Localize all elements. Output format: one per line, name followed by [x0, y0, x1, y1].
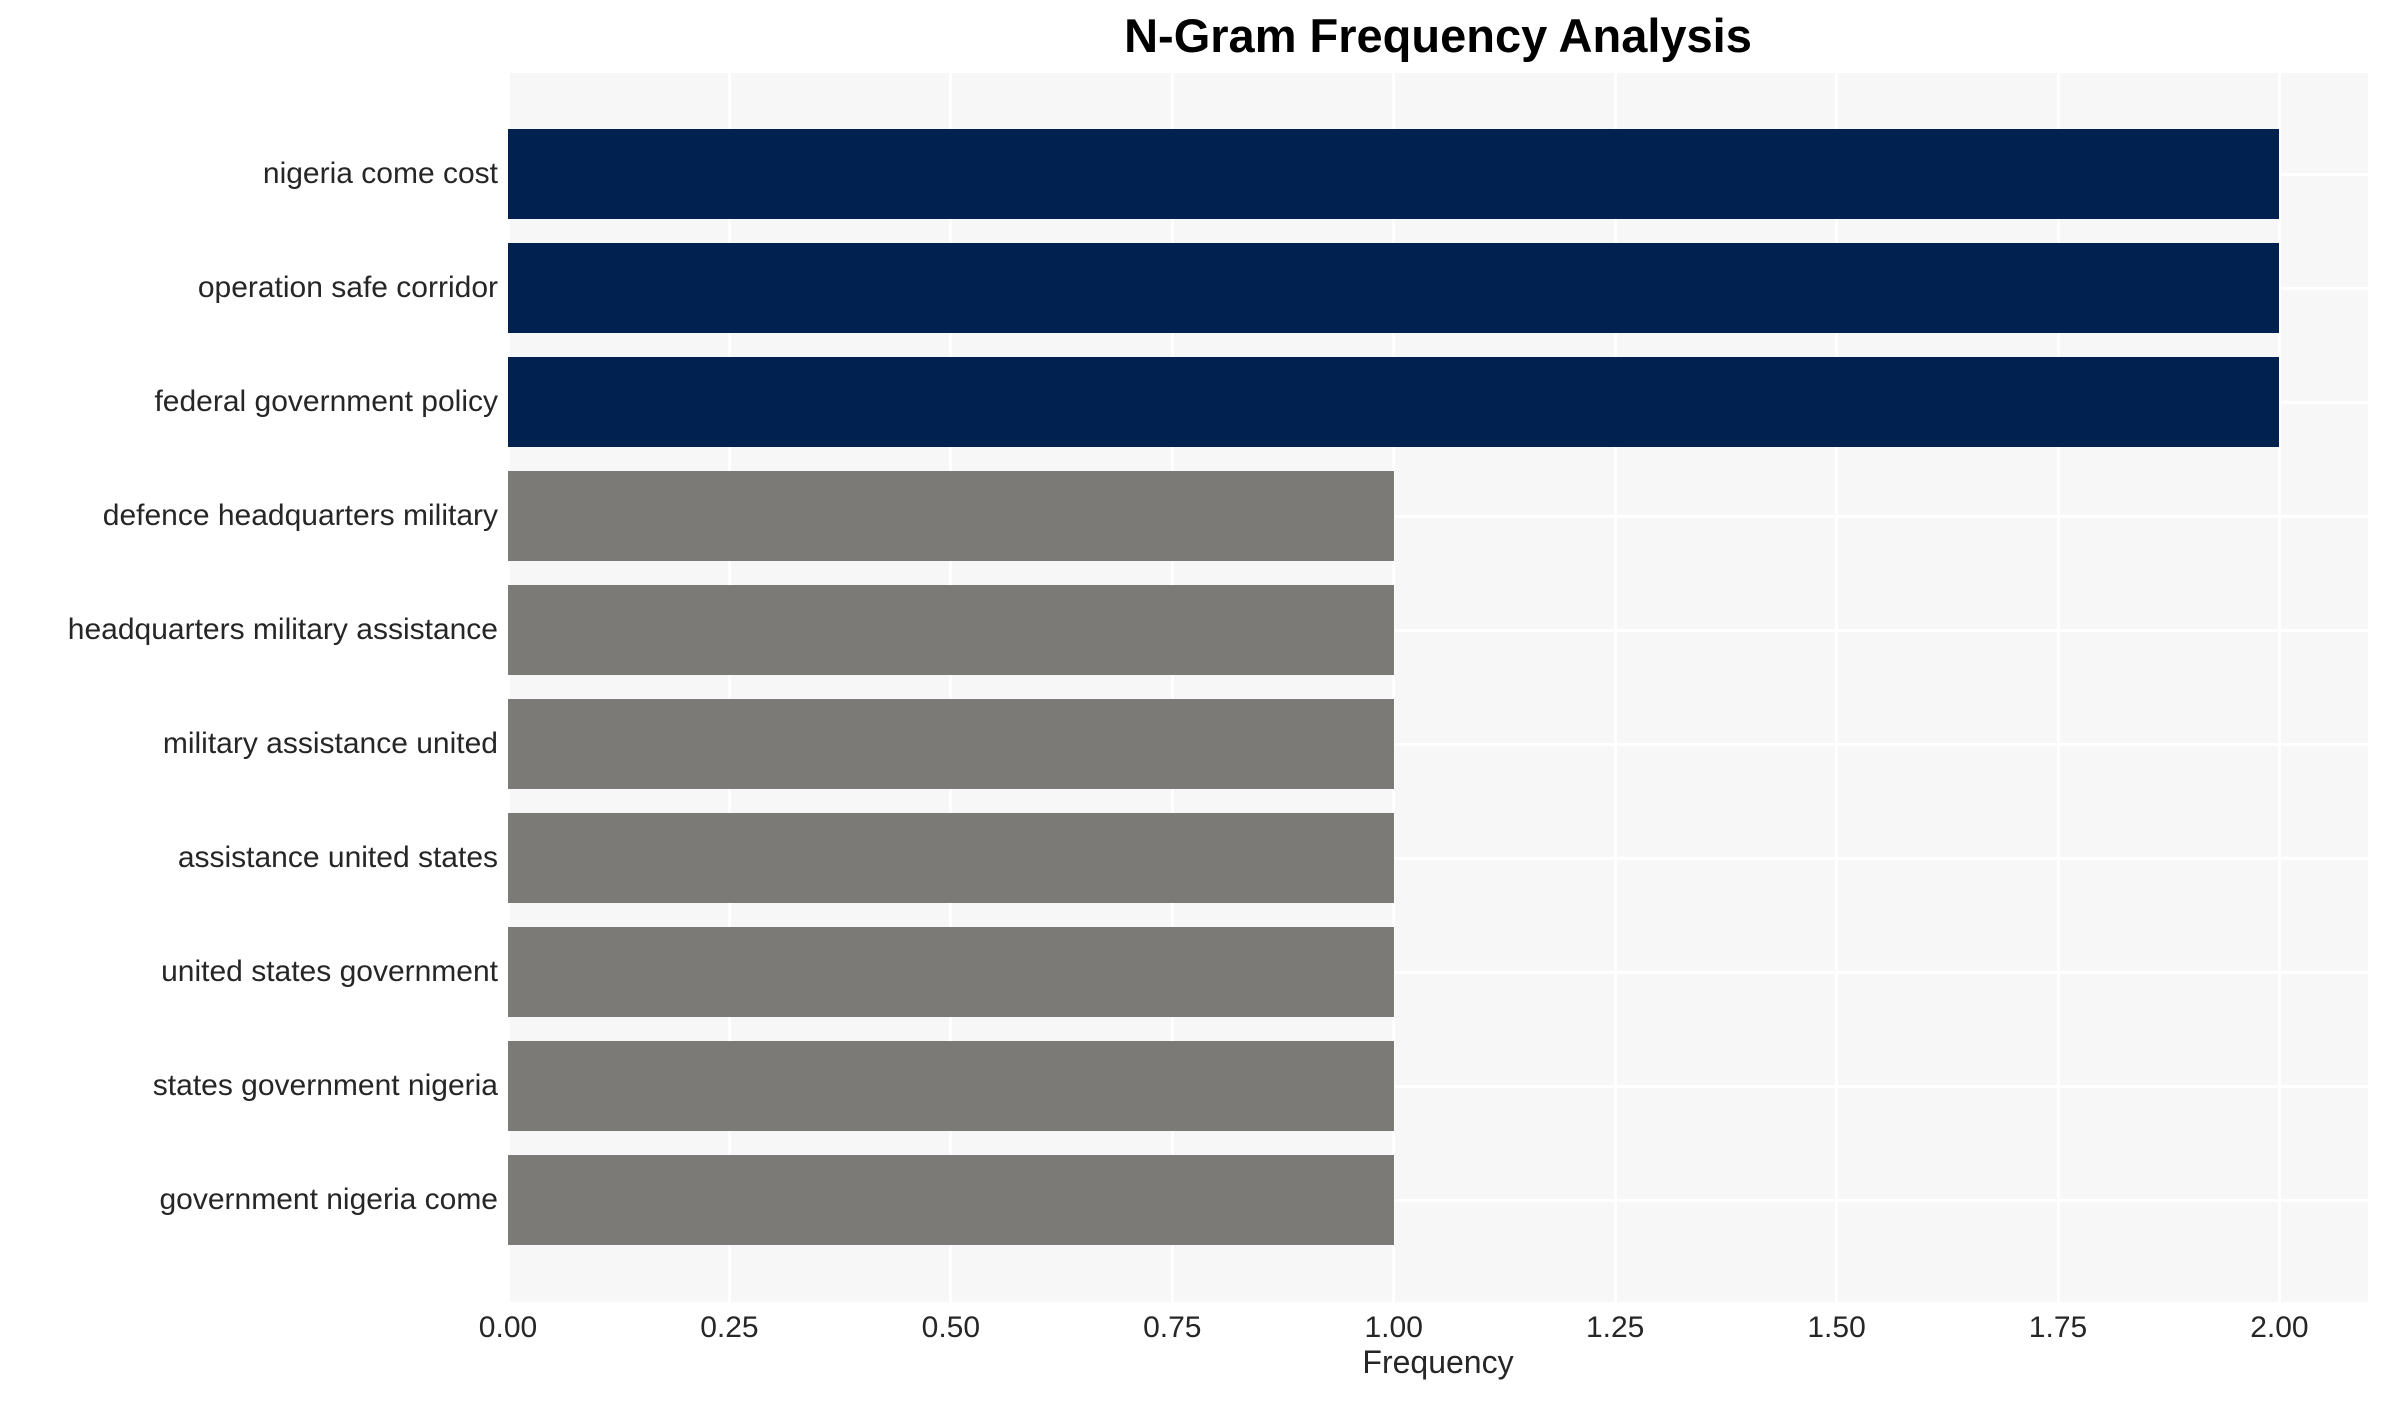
bar	[508, 927, 1394, 1017]
x-tick-label: 1.00	[1364, 1311, 1423, 1344]
gridline-vertical	[506, 73, 510, 1302]
y-tick-label: federal government policy	[154, 385, 498, 418]
gridline-vertical	[2277, 73, 2281, 1302]
y-tick-label: defence headquarters military	[102, 499, 498, 532]
y-tick-label: assistance united states	[177, 841, 498, 874]
x-tick-label: 0.25	[700, 1311, 759, 1344]
x-tick-label: 1.25	[1585, 1311, 1645, 1344]
chart-title: N-Gram Frequency Analysis	[1124, 9, 1752, 62]
y-tick-label: headquarters military assistance	[67, 613, 498, 646]
x-tick-label: 0.75	[1143, 1311, 1202, 1344]
x-tick-label: 0.50	[921, 1311, 981, 1344]
y-tick-label: operation safe corridor	[197, 271, 498, 304]
gridline-vertical	[1392, 73, 1396, 1302]
bar	[508, 357, 2280, 447]
y-tick-label: military assistance united	[162, 727, 498, 760]
x-tick-label: 2.00	[2250, 1311, 2309, 1344]
y-tick-label: united states government	[161, 955, 498, 988]
x-axis-title: Frequency	[1362, 1344, 1514, 1380]
y-tick-label: states government nigeria	[152, 1069, 498, 1102]
gridline-horizontal	[508, 1084, 2368, 1088]
x-tick-label: 0.00	[478, 1311, 538, 1344]
gridline-horizontal	[508, 856, 2368, 860]
gridline-vertical	[2056, 73, 2060, 1302]
bar	[508, 699, 1394, 789]
bar	[508, 813, 1394, 903]
bar	[508, 129, 2280, 219]
bar	[508, 243, 2280, 333]
bar	[508, 1155, 1394, 1245]
gridline-vertical	[1835, 73, 1839, 1302]
gridline-vertical	[727, 73, 731, 1302]
bar	[508, 585, 1394, 675]
gridline-vertical	[1170, 73, 1174, 1302]
gridline-horizontal	[508, 1198, 2368, 1202]
gridline-horizontal	[508, 514, 2368, 518]
gridline-horizontal	[508, 628, 2368, 632]
y-tick-label: government nigeria come	[159, 1183, 498, 1216]
x-tick-label: 1.50	[1807, 1311, 1866, 1344]
gridline-vertical	[949, 73, 953, 1302]
bar	[508, 1041, 1394, 1131]
y-tick-label: nigeria come cost	[262, 157, 498, 190]
gridline-vertical	[1613, 73, 1617, 1302]
bar	[508, 471, 1394, 561]
plot-area	[506, 73, 2368, 1302]
gridline-horizontal	[508, 970, 2368, 974]
gridline-horizontal	[508, 742, 2368, 746]
x-tick-label: 1.75	[2028, 1311, 2088, 1344]
